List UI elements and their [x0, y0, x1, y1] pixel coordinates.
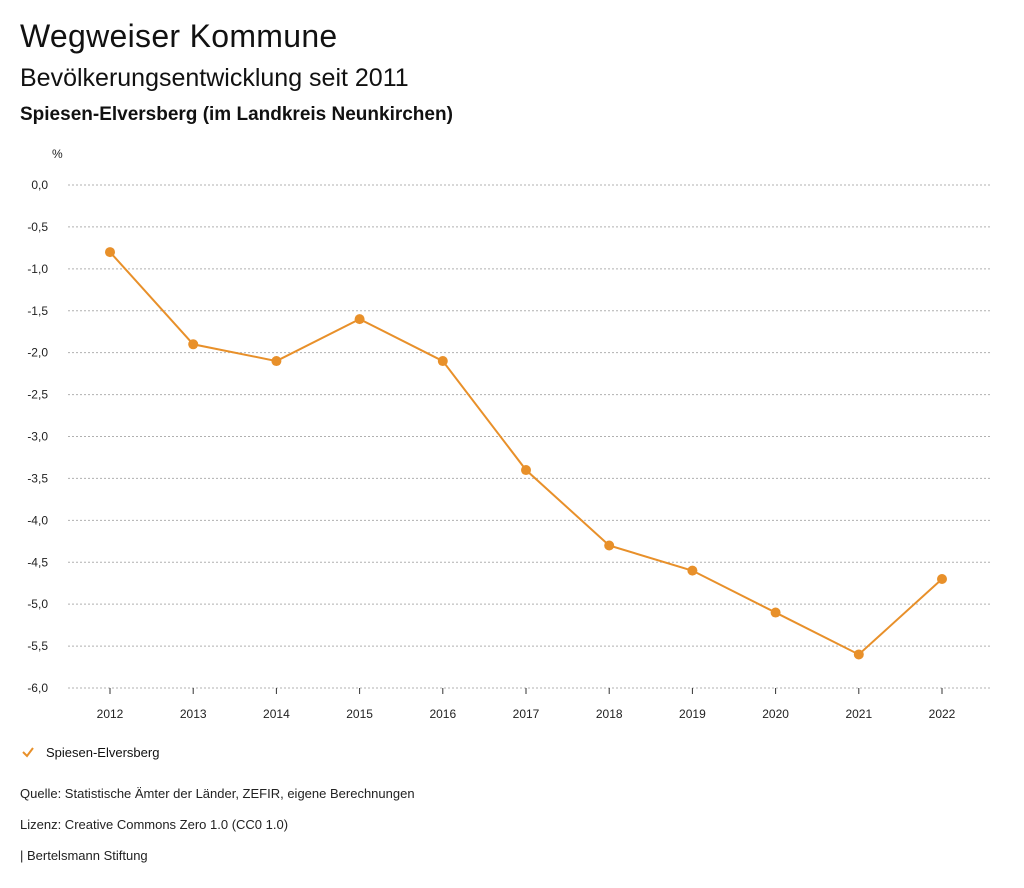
x-axis-ticks: 2012 2013 2014 2015 2016 2017 2018 2019 2020 2021…	[97, 688, 956, 721]
data-point[interactable]	[271, 356, 282, 367]
y-tick-label: -5,5	[27, 639, 48, 653]
line-chart: % 0,0 -0,5 -1,0 -1,5 -2,0 -2,5 -3,0 -3,5 -4,0 -4,…	[27, 147, 990, 721]
data-point[interactable]	[105, 247, 115, 258]
y-tick-label: -1,0	[27, 262, 48, 276]
publisher-note: | Bertelsmann Stiftung	[20, 848, 148, 863]
y-tick-label: -6,0	[27, 681, 48, 695]
data-point[interactable]	[521, 465, 531, 476]
region-label: Spiesen-Elversberg (im Landkreis Neunkir…	[20, 104, 453, 125]
y-tick-label: -1,5	[27, 304, 48, 318]
data-point[interactable]	[437, 356, 448, 367]
x-tick-label: 2016	[429, 707, 456, 721]
x-tick-label: 2018	[596, 707, 623, 721]
grid-lines	[68, 184, 990, 689]
x-tick-label: 2019	[679, 707, 706, 721]
series-line	[109, 251, 943, 656]
check-icon	[22, 747, 34, 758]
y-tick-label: -2,0	[27, 346, 48, 360]
y-tick-label: -4,0	[27, 513, 48, 527]
legend-label: Spiesen-Elversberg	[46, 744, 160, 760]
series-group	[105, 247, 947, 660]
legend[interactable]: Spiesen-Elversberg	[20, 744, 159, 760]
data-point[interactable]	[937, 574, 947, 585]
y-tick-label: -2,5	[27, 388, 48, 402]
data-point[interactable]	[853, 649, 864, 660]
x-tick-label: 2021	[845, 707, 872, 721]
chart-subtitle: Bevölkerungsentwicklung seit 2011	[20, 64, 409, 92]
data-point[interactable]	[354, 314, 365, 325]
x-tick-label: 2012	[97, 707, 124, 721]
y-tick-label: -3,5	[27, 471, 48, 485]
chart-title: Wegweiser Kommune	[20, 18, 338, 54]
y-tick-label: -3,0	[27, 430, 48, 444]
data-point[interactable]	[770, 607, 781, 618]
data-point[interactable]	[687, 565, 698, 576]
x-tick-label: 2020	[762, 707, 789, 721]
license-note: Lizenz: Creative Commons Zero 1.0 (CC0 1…	[20, 817, 289, 832]
x-tick-label: 2017	[513, 707, 540, 721]
y-axis-ticks: 0,0 -0,5 -1,0 -1,5 -2,0 -2,5 -3,0 -3,5 -4,0 -4,5 -…	[27, 178, 48, 695]
y-axis-unit: %	[52, 147, 63, 161]
x-tick-label: 2015	[346, 707, 373, 721]
y-tick-label: 0,0	[31, 178, 48, 192]
data-point[interactable]	[188, 339, 199, 350]
x-tick-label: 2013	[180, 707, 207, 721]
y-tick-label: -5,0	[27, 597, 48, 611]
x-tick-label: 2022	[929, 707, 956, 721]
source-note: Quelle: Statistische Ämter der Länder, Z…	[20, 786, 415, 801]
x-tick-label: 2014	[263, 707, 290, 721]
y-tick-label: -0,5	[27, 220, 48, 234]
y-tick-label: -4,5	[27, 555, 48, 569]
data-point[interactable]	[604, 540, 615, 551]
